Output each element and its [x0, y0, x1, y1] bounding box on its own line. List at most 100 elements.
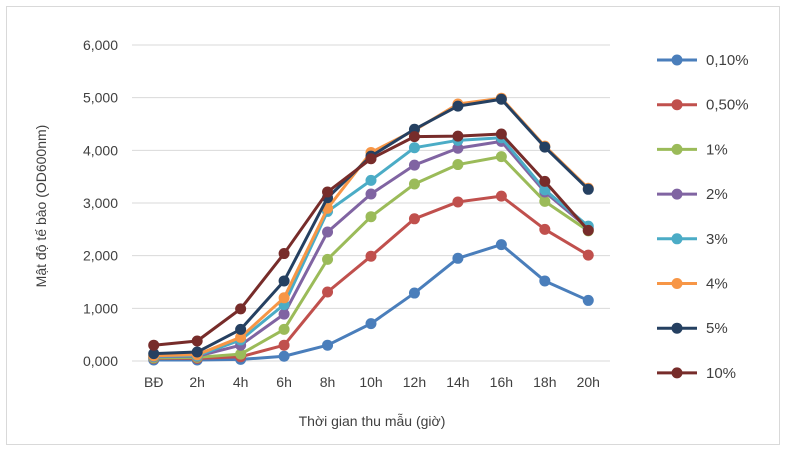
legend-label: 1%: [706, 141, 728, 158]
legend-marker: [671, 188, 683, 200]
x-tick-label: 6h: [276, 374, 292, 390]
y-tick-label: 0,000: [83, 353, 118, 369]
x-tick-label: 18h: [533, 374, 556, 390]
y-axis-ticks: 0,000 1,000 2,000 3,000 4,000 5,000 6,000: [83, 37, 118, 369]
data-point: [235, 323, 247, 335]
data-point: [539, 223, 551, 235]
data-point: [539, 195, 551, 207]
chart-area: [6, 6, 780, 445]
legend-label: 4%: [706, 276, 728, 293]
data-point: [235, 348, 247, 360]
series-line: [153, 243, 589, 362]
legend-label: 2%: [706, 186, 728, 203]
legend-label: 3%: [706, 231, 728, 248]
legend-item: 10%: [657, 365, 736, 382]
data-point: [365, 153, 377, 165]
legend-item: 1%: [657, 141, 728, 158]
data-point: [452, 142, 464, 154]
x-tick-label: 12h: [403, 374, 426, 390]
legend-marker: [671, 99, 683, 111]
legend-marker: [671, 278, 683, 289]
data-point: [539, 275, 551, 287]
data-point: [365, 250, 377, 262]
data-point: [495, 239, 507, 251]
data-point: [148, 339, 160, 351]
data-point: [539, 175, 551, 187]
data-point: [408, 131, 420, 143]
data-point: [495, 190, 507, 202]
y-axis-title: Mật độ tế bào (OD600nm): [33, 125, 49, 288]
y-tick-label: 5,000: [83, 90, 118, 106]
data-point: [582, 294, 594, 306]
data-point: [408, 159, 420, 171]
gridlines: [132, 44, 610, 362]
data-point: [278, 350, 290, 362]
data-point: [235, 331, 247, 343]
x-tick-label: 4h: [233, 374, 249, 390]
x-tick-label: 10h: [359, 374, 382, 390]
data-point: [452, 159, 464, 171]
legend: 0,10% 0,50% 1% 2% 3% 4% 5% 10%: [657, 52, 749, 382]
x-tick-label: 2h: [189, 374, 205, 390]
data-point: [539, 141, 551, 153]
data-point: [408, 178, 420, 190]
legend-item: 5%: [657, 320, 728, 337]
data-point: [278, 308, 290, 320]
data-point: [408, 213, 420, 225]
data-point: [582, 249, 594, 261]
data-point: [322, 286, 334, 298]
data-point: [539, 184, 551, 196]
data-point: [278, 339, 290, 351]
legend-label: 0,50%: [706, 97, 749, 114]
data-point: [452, 196, 464, 208]
data-point: [365, 188, 377, 200]
data-point: [278, 275, 290, 287]
y-tick-label: 6,000: [83, 37, 118, 53]
data-point: [365, 174, 377, 186]
data-point: [278, 248, 290, 260]
data-point: [408, 142, 420, 154]
data-point: [582, 183, 594, 195]
legend-item: 4%: [657, 276, 728, 293]
legend-marker: [671, 54, 683, 66]
x-tick-label: 20h: [577, 374, 600, 390]
legend-item: 2%: [657, 186, 728, 203]
data-point: [582, 224, 594, 236]
data-point: [235, 303, 247, 315]
legend-marker: [671, 233, 683, 245]
data-point: [495, 93, 507, 105]
legend-marker: [671, 322, 683, 334]
data-point: [148, 348, 160, 360]
x-tick-label: 16h: [490, 374, 513, 390]
series-line: [153, 97, 590, 356]
legend-item: 0,10%: [657, 52, 749, 69]
legend-label: 10%: [706, 365, 736, 382]
legend-label: 0,10%: [706, 52, 749, 69]
x-tick-label: 8h: [320, 374, 336, 390]
legend-item: 0,50%: [657, 97, 749, 114]
series-layer: [148, 92, 594, 366]
x-axis-title: Thời gian thu mẫu (giờ): [299, 413, 446, 429]
x-axis-ticks: BĐ 2h 4h 6h 8h 10h 12h 14h 16h 18h 20h: [144, 374, 600, 390]
data-point: [452, 100, 464, 112]
y-tick-label: 1,000: [83, 300, 118, 316]
data-point: [278, 323, 290, 335]
data-point: [365, 211, 377, 223]
x-tick-label: BĐ: [144, 374, 163, 390]
data-point: [365, 318, 377, 330]
y-tick-label: 3,000: [83, 195, 118, 211]
legend-label: 5%: [706, 320, 728, 337]
data-point: [322, 253, 334, 265]
data-point: [408, 287, 420, 299]
data-point: [452, 130, 464, 142]
series-line: [153, 96, 590, 358]
legend-item: 3%: [657, 231, 728, 248]
data-point: [495, 151, 507, 163]
data-point: [495, 128, 507, 140]
legend-marker: [671, 367, 683, 379]
data-point: [191, 346, 203, 358]
data-point: [278, 292, 290, 304]
series-10%: [148, 128, 594, 351]
legend-marker: [671, 143, 683, 155]
